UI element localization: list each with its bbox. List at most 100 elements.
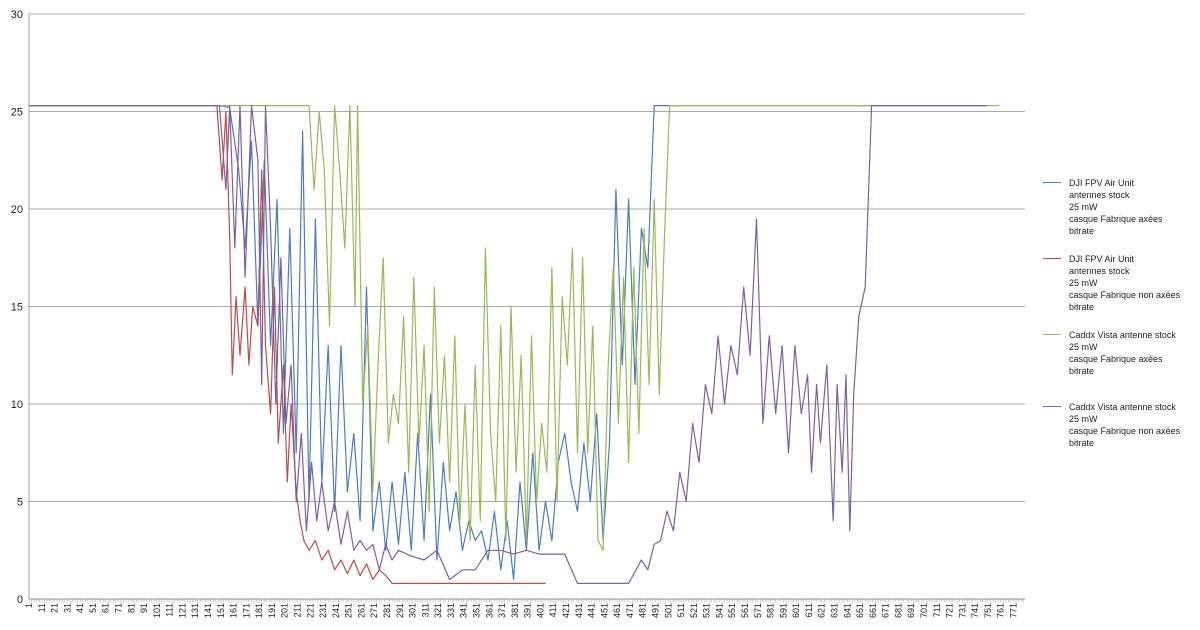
y-tick-label: 30	[11, 9, 23, 21]
x-tick-label: 481	[638, 603, 648, 618]
gridlines	[29, 13, 1025, 600]
x-tick-label: 51	[88, 603, 98, 613]
x-tick-label: 91	[139, 603, 149, 613]
x-tick-label: 341	[459, 603, 469, 618]
x-tick-label: 491	[650, 603, 660, 618]
x-tick-label: 141	[203, 603, 213, 618]
legend-item-4: Caddx Vista antenne stock 25 mW casque F…	[1043, 401, 1193, 457]
series-line-4	[29, 104, 987, 585]
x-tick-label: 641	[842, 603, 852, 618]
legend-label: Caddx Vista antenne stock 25 mW casque F…	[1069, 330, 1176, 376]
x-tick-label: 581	[766, 603, 776, 618]
x-tick-label: 741	[970, 603, 980, 618]
x-tick-label: 191	[267, 603, 277, 618]
legend-swatch	[1043, 406, 1061, 407]
x-tick-label: 311	[420, 603, 430, 617]
x-tick-label: 601	[791, 603, 801, 618]
x-tick-label: 721	[945, 603, 955, 618]
x-tick-label: 511	[676, 603, 686, 617]
y-axis: 0 5 10 15 20 25 30	[11, 9, 30, 606]
x-tick-label: 351	[471, 603, 481, 618]
x-tick-label: 431	[574, 603, 584, 618]
x-tick-label: 421	[561, 603, 571, 618]
x-tick-label: 291	[395, 603, 405, 618]
x-tick-label: 181	[254, 603, 264, 618]
x-tick-label: 151	[216, 603, 226, 618]
x-tick-label: 731	[957, 603, 967, 618]
x-tick-label: 41	[75, 603, 85, 613]
x-tick-label: 661	[868, 603, 878, 618]
x-tick-label: 651	[855, 603, 865, 618]
y-tick-label: 5	[17, 497, 23, 509]
x-tick-label: 61	[101, 603, 111, 613]
x-tick-label: 531	[702, 603, 712, 618]
legend-label: DJI FPV Air Unit antennes stock 25 mW ca…	[1069, 178, 1163, 236]
x-tick-label: 81	[126, 603, 136, 613]
x-tick-label: 441	[587, 603, 597, 618]
x-tick-label: 281	[382, 603, 392, 618]
x-tick-label: 171	[241, 603, 251, 618]
x-tick-label: 401	[535, 603, 545, 618]
x-tick-label: 691	[906, 603, 916, 618]
y-tick-label: 10	[11, 399, 23, 411]
y-tick-label: 20	[11, 204, 23, 216]
x-tick-label: 31	[62, 603, 72, 613]
x-tick-label: 301	[408, 603, 418, 618]
x-tick-label: 321	[433, 603, 443, 618]
legend-swatch	[1043, 334, 1061, 335]
x-tick-label: 101	[152, 603, 162, 618]
x-tick-label: 241	[331, 603, 341, 618]
legend: DJI FPV Air Unit antennes stock 25 mW ca…	[1043, 177, 1193, 473]
y-tick-label: 15	[11, 302, 23, 314]
x-tick-label: 371	[497, 603, 507, 618]
x-tick-label: 521	[689, 603, 699, 618]
y-tick-label: 0	[17, 594, 23, 606]
x-tick-label: 71	[113, 603, 123, 613]
x-tick-label: 631	[829, 603, 839, 618]
x-tick-label: 751	[983, 603, 993, 618]
x-tick-label: 221	[305, 603, 315, 618]
x-tick-label: 461	[612, 603, 622, 618]
x-tick-label: 271	[369, 603, 379, 618]
x-tick-label: 331	[446, 603, 456, 618]
legend-swatch	[1043, 258, 1061, 259]
x-tick-label: 501	[663, 603, 673, 618]
x-tick-label: 391	[523, 603, 533, 618]
x-tick-label: 561	[740, 603, 750, 618]
x-tick-label: 121	[177, 603, 187, 618]
x-tick-label: 411	[548, 603, 558, 617]
x-tick-label: 701	[919, 603, 929, 618]
legend-item-1: DJI FPV Air Unit antennes stock 25 mW ca…	[1043, 177, 1193, 237]
x-tick-label: 621	[817, 603, 827, 618]
x-tick-label: 111	[165, 603, 175, 617]
x-tick-label: 231	[318, 603, 328, 618]
legend-swatch	[1043, 182, 1061, 183]
series-line-3	[29, 104, 1000, 551]
x-tick-label: 711	[932, 603, 942, 617]
x-tick-label: 251	[344, 603, 354, 618]
x-tick-label: 11	[37, 603, 47, 612]
x-tick-label: 541	[714, 603, 724, 618]
x-tick-label: 681	[893, 603, 903, 618]
x-tick-label: 571	[753, 603, 763, 618]
x-tick-label: 551	[727, 603, 737, 618]
legend-label: DJI FPV Air Unit antennes stock 25 mW ca…	[1069, 254, 1181, 312]
x-axis: 1 11 21 31 41 51 61 71 81 91 101 111 121 131 141 151 161…	[24, 598, 1025, 618]
x-tick-label: 21	[50, 603, 60, 613]
x-tick-label: 161	[229, 603, 239, 618]
x-tick-label: 1	[24, 603, 34, 608]
series-line-2	[29, 104, 546, 585]
x-tick-label: 591	[778, 603, 788, 618]
series-line-1	[29, 104, 987, 581]
x-tick-label: 381	[510, 603, 520, 618]
y-tick-label: 25	[11, 107, 23, 119]
series-lines	[29, 104, 1000, 585]
x-tick-label: 261	[356, 603, 366, 618]
x-tick-label: 131	[190, 603, 200, 618]
x-tick-label: 471	[625, 603, 635, 618]
x-tick-label: 201	[280, 603, 290, 618]
x-tick-label: 761	[996, 603, 1006, 618]
legend-item-3: Caddx Vista antenne stock 25 mW casque F…	[1043, 329, 1193, 385]
x-tick-label: 451	[599, 603, 609, 618]
